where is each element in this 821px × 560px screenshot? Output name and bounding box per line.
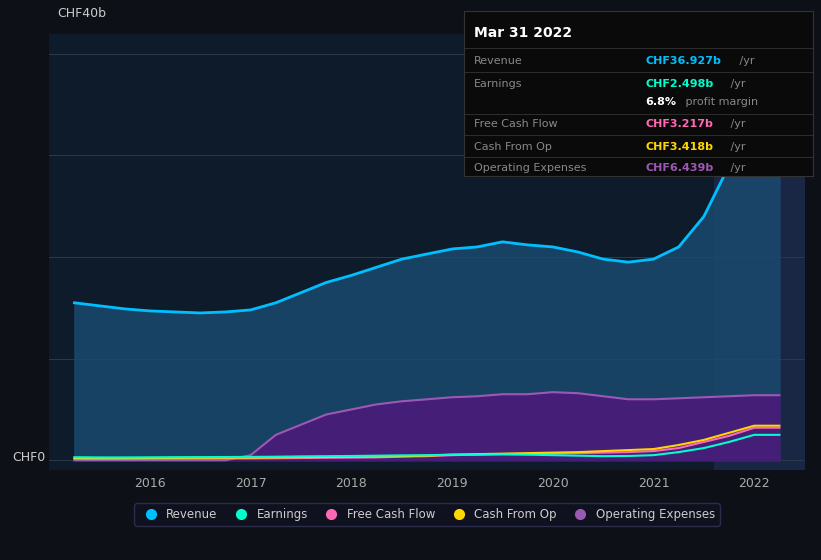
Text: Operating Expenses: Operating Expenses [475,163,587,173]
Text: Revenue: Revenue [475,56,523,66]
Text: /yr: /yr [727,142,745,152]
Text: profit margin: profit margin [681,97,758,107]
Text: Mar 31 2022: Mar 31 2022 [475,26,572,40]
Legend: Revenue, Earnings, Free Cash Flow, Cash From Op, Operating Expenses: Revenue, Earnings, Free Cash Flow, Cash … [135,503,719,526]
Text: /yr: /yr [727,79,745,89]
Text: CHF0: CHF0 [12,451,45,464]
Text: Earnings: Earnings [475,79,523,89]
Bar [714,34,805,470]
Text: CHF3.418b: CHF3.418b [645,142,713,152]
Text: CHF6.439b: CHF6.439b [645,163,713,173]
Text: CHF40b: CHF40b [57,7,106,21]
Text: CHF2.498b: CHF2.498b [645,79,713,89]
Text: /yr: /yr [727,163,745,173]
Text: CHF36.927b: CHF36.927b [645,56,721,66]
Text: CHF3.217b: CHF3.217b [645,119,713,129]
Text: /yr: /yr [736,56,754,66]
Text: Free Cash Flow: Free Cash Flow [475,119,558,129]
Text: Cash From Op: Cash From Op [475,142,553,152]
Text: /yr: /yr [727,119,745,129]
Text: 6.8%: 6.8% [645,97,677,107]
